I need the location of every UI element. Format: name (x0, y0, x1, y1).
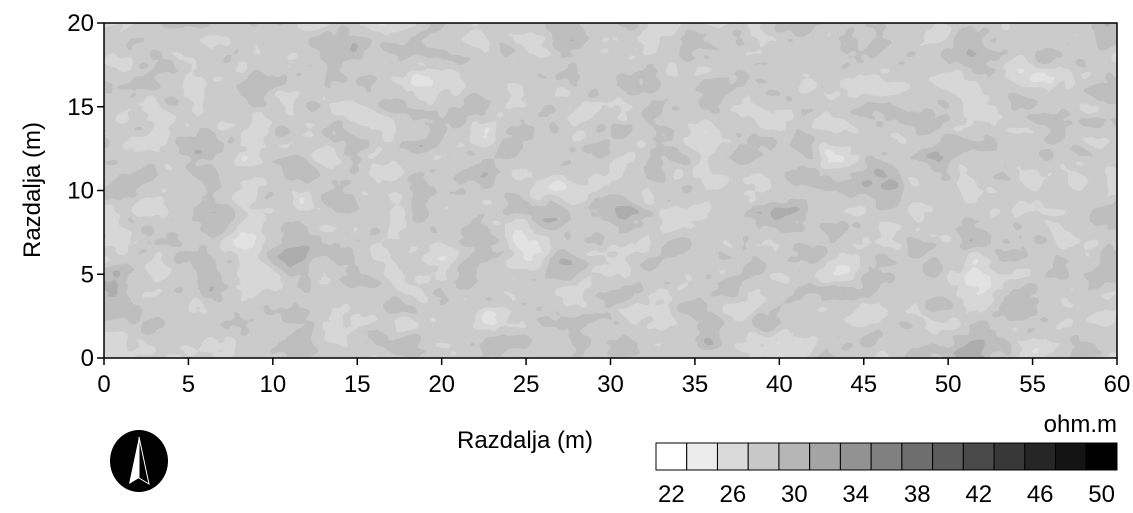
colorbar-swatch (1055, 442, 1087, 471)
colorbar-tick-label: 42 (965, 481, 992, 508)
x-tick-label: 50 (935, 371, 962, 398)
x-tick-label: 5 (182, 371, 195, 398)
y-axis-label: Razdalja (m) (19, 122, 46, 258)
north-arrow (110, 430, 168, 492)
colorbar-tick-label: 50 (1088, 481, 1115, 508)
colorbar-swatch (901, 442, 934, 471)
colorbar-tick-label: 22 (658, 481, 685, 508)
colorbar-swatch (747, 442, 780, 471)
colorbar-tick-label: 30 (781, 481, 808, 508)
colorbar-swatch (870, 442, 903, 471)
x-tick-label: 45 (850, 371, 877, 398)
colorbar-tick-label: 38 (904, 481, 931, 508)
colorbar-tick-label: 34 (842, 481, 869, 508)
y-tick-label: 0 (81, 345, 94, 372)
x-tick-label: 30 (597, 371, 624, 398)
x-tick-label: 0 (97, 371, 110, 398)
colorbar-swatch (932, 442, 964, 471)
colorbar-tick-label: 46 (1027, 481, 1054, 508)
colorbar-unit: ohm.m (1044, 411, 1117, 438)
x-tick-label: 60 (1104, 371, 1131, 398)
y-tick-label: 15 (67, 94, 94, 121)
x-tick-label: 20 (428, 371, 455, 398)
y-tick-label: 10 (67, 178, 94, 205)
colorbar-swatch (1085, 442, 1118, 471)
x-tick-label: 15 (344, 371, 371, 398)
colorbar-swatch (962, 442, 995, 471)
colorbar-swatch (716, 442, 749, 471)
colorbar-swatch (839, 442, 872, 471)
colorbar-swatch (686, 442, 718, 471)
x-tick-label: 40 (766, 371, 793, 398)
y-tick-label: 20 (67, 10, 94, 37)
colorbar-swatch (1024, 442, 1057, 471)
x-tick-label: 55 (1019, 371, 1046, 398)
colorbar-swatch (993, 442, 1026, 471)
x-tick-label: 35 (682, 371, 709, 398)
colorbar-swatch (778, 442, 811, 471)
x-tick-label: 10 (259, 371, 286, 398)
contour-field (104, 23, 1117, 358)
x-axis-label: Razdalja (m) (457, 427, 593, 454)
y-tick-label: 5 (81, 261, 94, 288)
x-tick-label: 25 (513, 371, 540, 398)
colorbar-swatch (809, 442, 841, 471)
colorbar-swatch (655, 442, 688, 471)
colorbar-tick-label: 26 (719, 481, 746, 508)
